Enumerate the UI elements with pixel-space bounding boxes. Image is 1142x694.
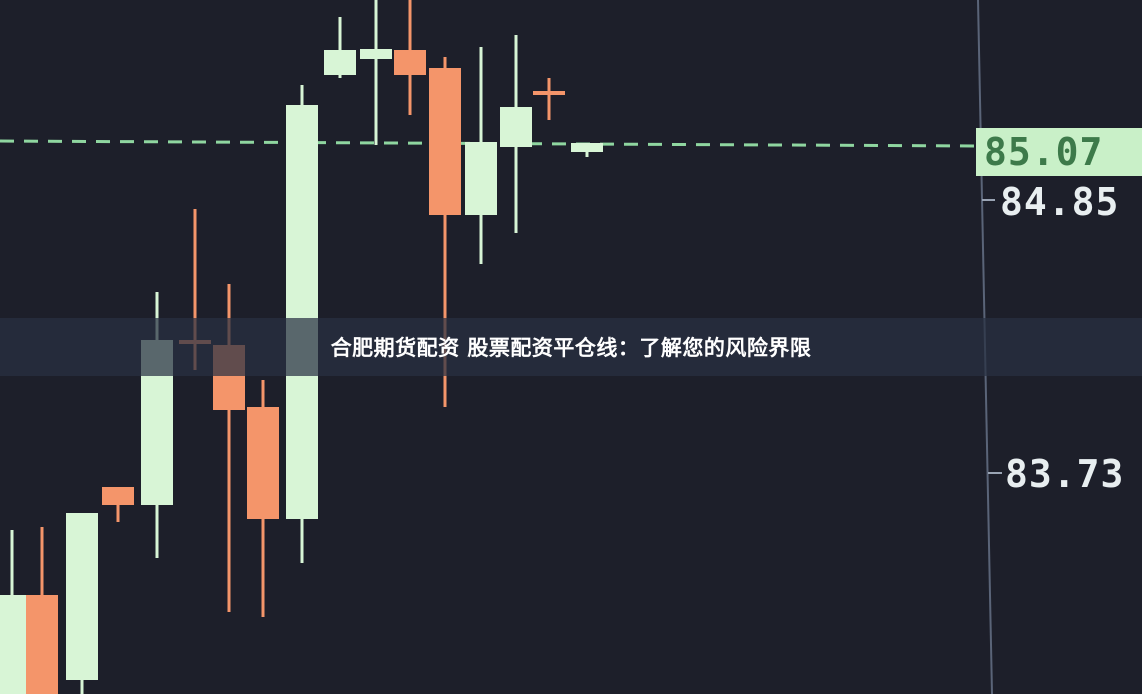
up-candle [500,107,532,147]
up-candle [286,105,318,519]
down-candle [102,487,134,505]
up-candle [0,595,28,694]
up-candle [324,50,356,75]
title-banner: 合肥期货配资 股票配资平仓线：了解您的风险界限 [0,318,1142,376]
down-candle [429,68,461,215]
down-candle [247,407,279,519]
down-candle [26,595,58,694]
down-candle [394,50,426,75]
up-candle [360,49,392,59]
article-title: 合肥期货配资 股票配资平仓线：了解您的风险界限 [330,336,812,360]
up-candle [66,513,98,680]
down-candle [533,91,565,95]
price-axis-label: 83.73 [1005,452,1125,496]
current-price-label: 85.07 [976,128,1142,176]
up-candle [571,143,603,152]
up-candle [465,142,497,215]
price-axis-label: 84.85 [1000,180,1120,224]
